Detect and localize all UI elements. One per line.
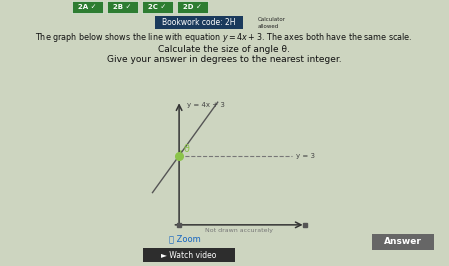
Text: y = 4x + 3: y = 4x + 3 [187, 102, 225, 108]
Bar [143, 248, 235, 262]
Text: Calculator
allowed: Calculator allowed [258, 17, 286, 29]
Text: Calculate the size of angle θ.: Calculate the size of angle θ. [158, 45, 290, 55]
Bar [107, 1, 138, 13]
Text: ► Watch video: ► Watch video [161, 251, 217, 260]
Text: y = 3: y = 3 [295, 153, 314, 159]
Text: Give your answer in degrees to the nearest integer.: Give your answer in degrees to the neare… [107, 55, 341, 64]
Text: 🔍 Zoom: 🔍 Zoom [169, 235, 201, 243]
Bar [177, 1, 208, 13]
Text: 2C ✓: 2C ✓ [148, 4, 167, 10]
Text: Not drawn accurately: Not drawn accurately [205, 228, 273, 233]
Text: 2D ✓: 2D ✓ [183, 4, 202, 10]
Text: θ: θ [183, 144, 189, 153]
Bar [372, 234, 434, 250]
Bar [142, 1, 173, 13]
Text: 2B ✓: 2B ✓ [113, 4, 132, 10]
Text: Bookwork code: 2H: Bookwork code: 2H [162, 18, 236, 27]
Text: 2A ✓: 2A ✓ [78, 4, 97, 10]
Bar [155, 16, 243, 29]
Text: Answer: Answer [384, 238, 422, 247]
Text: The graph below shows the line with equation $y = 4x + 3$. The axes both have th: The graph below shows the line with equa… [35, 31, 413, 44]
Bar [72, 1, 103, 13]
